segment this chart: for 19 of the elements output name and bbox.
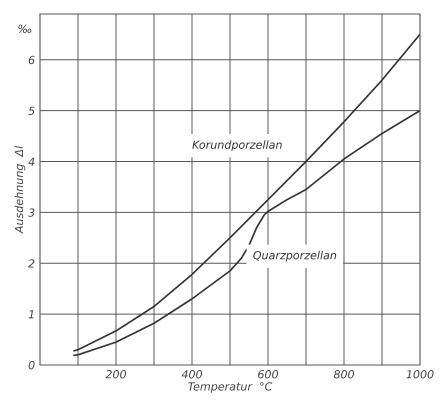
x-tick-label: 800: [334, 370, 354, 378]
y-tick-label: 3: [28, 208, 34, 217]
y-tick-label: 4: [28, 158, 34, 166]
annotation: Quarzporzellan: [253, 250, 336, 262]
line-series: [73, 110, 420, 356]
x-axis-title: Temperatur °C: [188, 382, 272, 393]
text: ‰: [18, 24, 32, 34]
line-series: [73, 34, 420, 352]
y-tick-label: 0: [28, 360, 35, 370]
x-tick-label: 200: [105, 370, 126, 378]
y-tick-label: 1: [28, 310, 34, 318]
annotation: Korundporzellan: [192, 140, 282, 151]
y-tick-label: 6: [28, 56, 35, 64]
x-tick-label: 1000: [406, 370, 434, 378]
y-tick-label: 2: [28, 259, 34, 268]
y-tick-label: 5: [28, 106, 35, 116]
x-tick-label: 400: [182, 370, 202, 378]
x-tick-label: 600: [258, 370, 278, 378]
y-axis-title: Ausdehnung Δl: [14, 146, 26, 234]
